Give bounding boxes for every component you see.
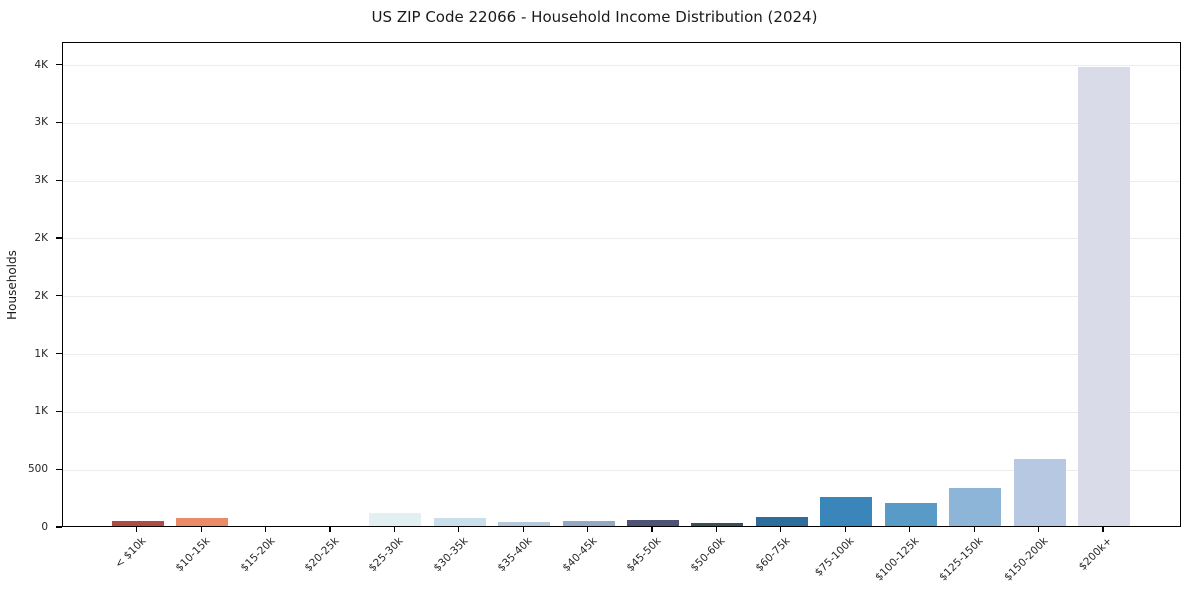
bar-40-45k	[562, 521, 615, 526]
y-tick-mark	[56, 410, 62, 412]
y-tick-mark	[56, 179, 62, 181]
x-tick-mark	[329, 527, 331, 532]
plot-area	[62, 42, 1181, 527]
y-tick-mark	[56, 352, 62, 355]
x-tick-mark	[587, 527, 589, 532]
y-axis-label: Households	[5, 250, 19, 320]
y-tick-mark	[56, 63, 62, 66]
x-tick-mark	[522, 527, 524, 532]
x-tick-label: $10-15k	[173, 535, 213, 575]
x-tick-label: $20-25k	[302, 535, 342, 575]
x-tick-mark	[715, 527, 718, 532]
y-tick-mark	[56, 237, 62, 239]
bar-50-60k	[691, 522, 744, 526]
x-tick-mark	[264, 527, 267, 532]
gridline	[63, 65, 1180, 66]
bar-60-75k	[755, 516, 808, 526]
y-tick-label: 3K	[34, 174, 48, 187]
bar-100-125k	[884, 503, 937, 526]
gridline	[63, 180, 1180, 182]
x-tick-label: $25-30k	[366, 535, 406, 575]
x-tick-mark	[1037, 527, 1040, 532]
y-tick-mark	[56, 295, 62, 297]
gridline	[63, 411, 1180, 413]
x-tick-label: $30-35k	[431, 535, 471, 575]
gridline	[63, 122, 1180, 124]
bar-35-40k	[498, 521, 551, 526]
gridline	[63, 238, 1180, 240]
x-tick-mark	[393, 527, 395, 532]
x-tick-label: $75-100k	[812, 535, 857, 579]
y-tick-label: 1K	[34, 347, 48, 360]
x-tick-label: $200k+	[1076, 535, 1115, 573]
gridline	[63, 354, 1180, 356]
x-tick-label: < $10k	[112, 535, 149, 571]
x-tick-mark	[780, 527, 782, 532]
y-tick-mark	[56, 468, 62, 470]
y-tick-label: 3K	[34, 116, 48, 129]
bar-75-100k	[820, 497, 873, 526]
x-tick-mark	[136, 527, 138, 532]
y-tick-label: 1K	[34, 405, 48, 418]
y-tick-label: 2K	[34, 289, 48, 302]
y-tick-mark	[56, 526, 62, 528]
x-tick-label: $15-20k	[237, 535, 278, 575]
bar-125-150k	[949, 487, 1002, 526]
y-tick-label: 2K	[34, 231, 48, 244]
y-tick-label: 4K	[34, 58, 48, 71]
x-tick-mark	[1102, 527, 1104, 532]
x-tick-label: $125-150k	[937, 535, 986, 584]
gridline	[63, 296, 1180, 298]
bar-10k	[111, 520, 164, 526]
x-tick-label: $60-75k	[753, 535, 793, 575]
x-tick-mark	[909, 527, 911, 532]
bar-10-15k	[176, 518, 229, 526]
x-tick-label: $35-40k	[495, 535, 535, 575]
bar-25-30k	[369, 513, 422, 526]
x-tick-label: $45-50k	[624, 535, 664, 575]
x-tick-label: $50-60k	[688, 535, 728, 575]
x-tick-mark	[458, 527, 460, 532]
x-tick-label: $150-200k	[1001, 535, 1051, 584]
x-tick-label: $40-45k	[560, 535, 600, 575]
x-tick-mark	[200, 527, 202, 532]
bar-200k	[1078, 67, 1130, 526]
bar-30-35k	[433, 517, 486, 526]
y-tick-label: 500	[27, 463, 48, 476]
x-tick-mark	[844, 527, 846, 532]
x-tick-mark	[973, 527, 975, 532]
x-tick-label: $100-125k	[872, 535, 922, 584]
gridline	[63, 469, 1180, 471]
y-tick-mark	[56, 121, 62, 123]
bar-150-200k	[1013, 459, 1066, 526]
x-tick-mark	[651, 527, 653, 532]
y-tick-label: 0	[41, 521, 48, 533]
chart-title: US ZIP Code 22066 - Household Income Dis…	[371, 8, 818, 26]
bar-45-50k	[627, 520, 680, 526]
